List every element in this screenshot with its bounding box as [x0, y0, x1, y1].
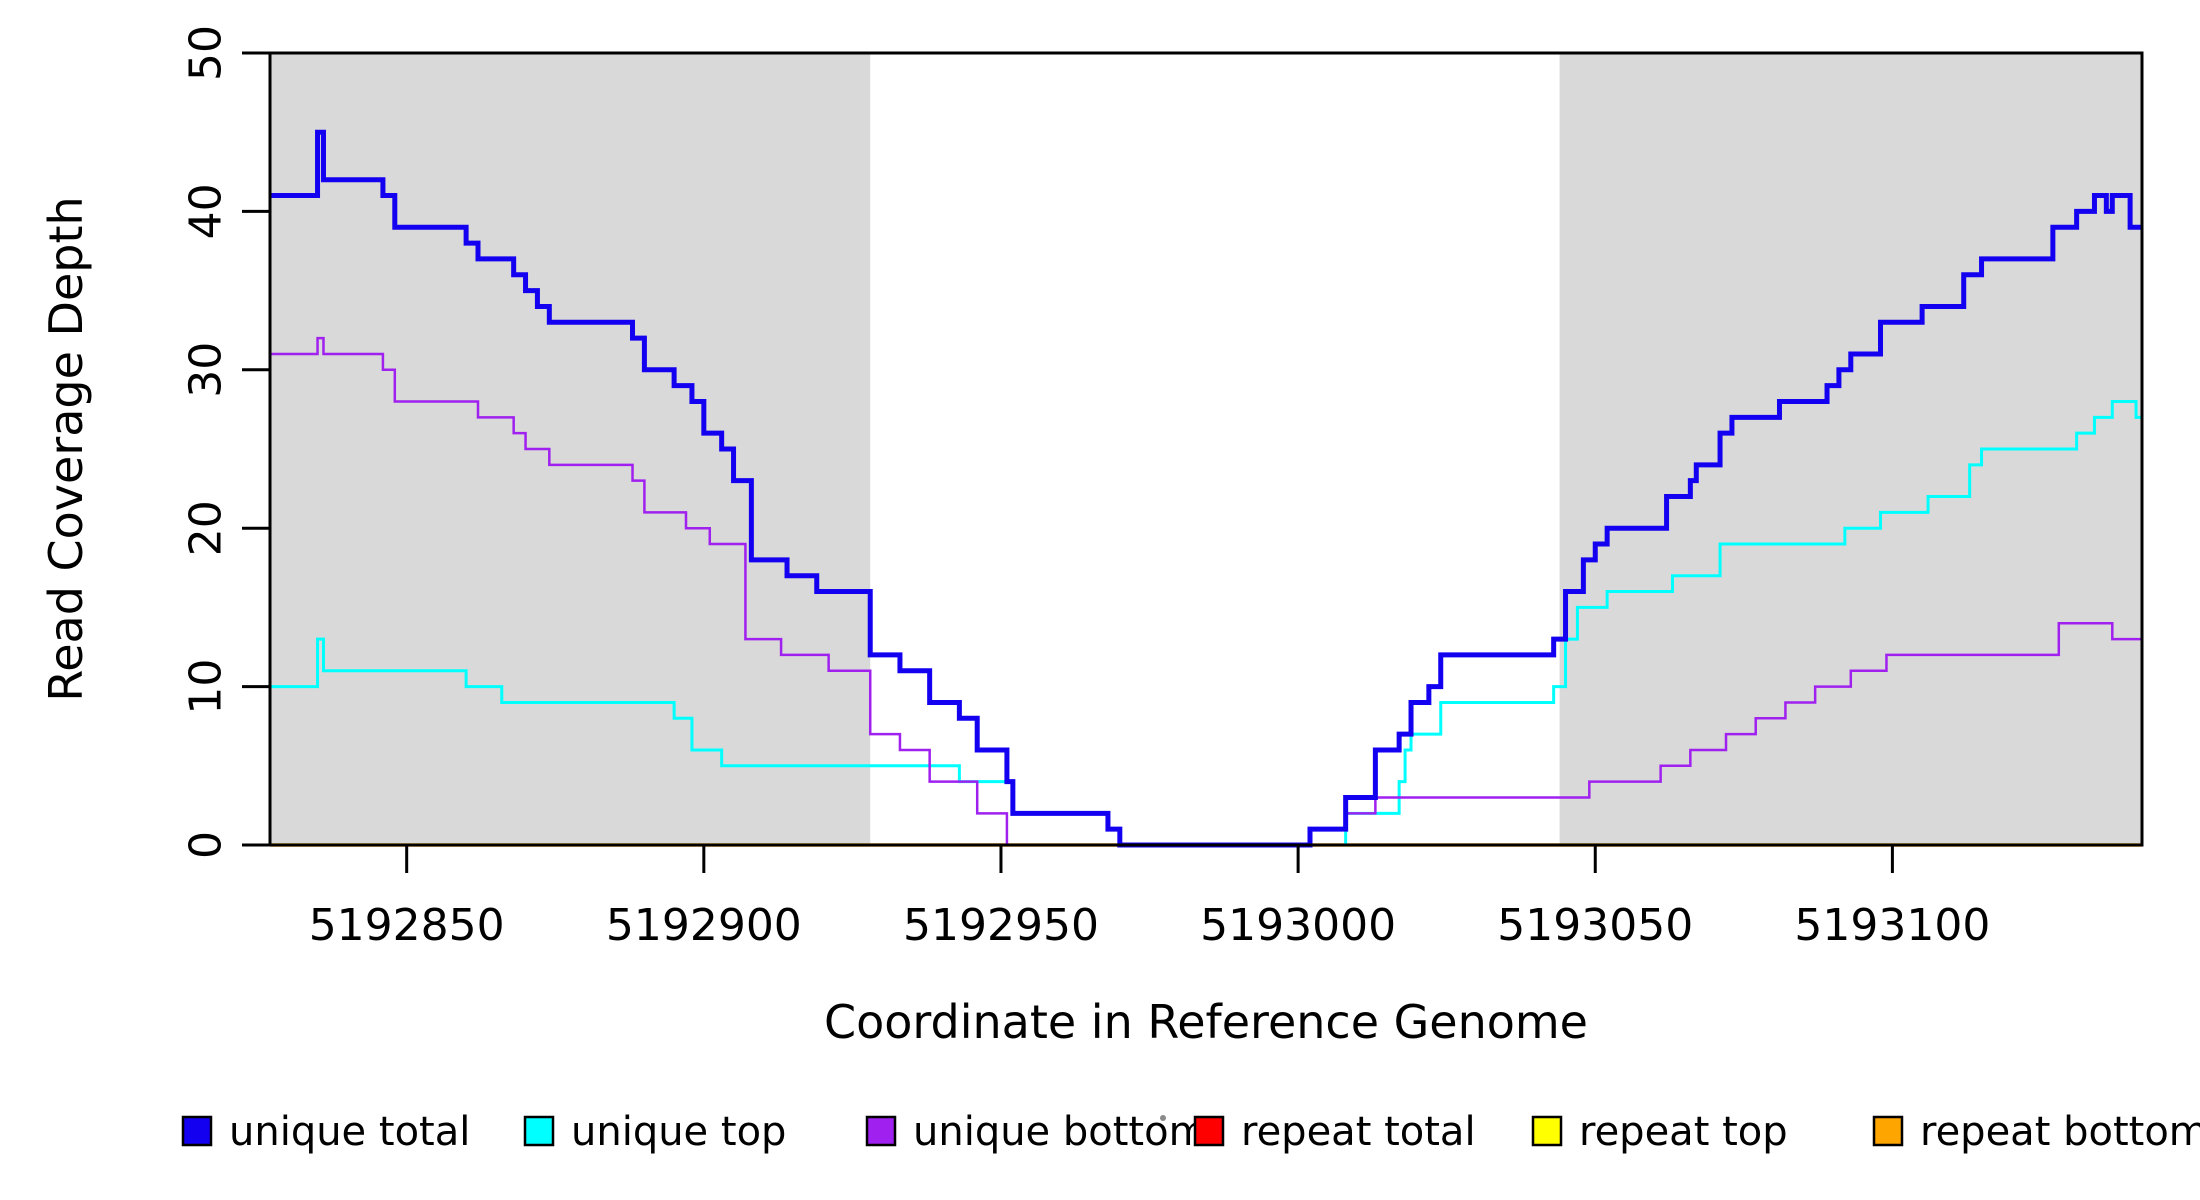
legend-swatch [1193, 1115, 1225, 1147]
shaded-regions [270, 53, 2142, 845]
y-axis-title: Read Coverage Depth [39, 196, 93, 701]
x-tick-label: 5193000 [1200, 900, 1396, 951]
legend-item: repeat total [1193, 1109, 1476, 1155]
stray-dot-artifact [1160, 1115, 1166, 1121]
legend-swatch [865, 1115, 897, 1147]
x-tick-label: 5192900 [606, 900, 802, 951]
y-tick-label: 10 [180, 659, 231, 715]
x-tick-label: 5193050 [1497, 900, 1693, 951]
legend-item: unique total [181, 1109, 470, 1155]
legend-swatch [1531, 1115, 1563, 1147]
y-axis: 0 10 20 30 40 50 [180, 25, 270, 859]
plot-box [268, 51, 2144, 847]
x-axis: 5192850 5192900 5192950 5193000 5193050 51931… [309, 845, 1990, 951]
legend-item: unique top [523, 1109, 786, 1155]
plot-border [268, 51, 2144, 847]
x-tick-label: 5192850 [309, 900, 505, 951]
legend: unique total unique top unique bottom repea… [181, 1109, 2200, 1155]
x-tick-label: 5193100 [1794, 900, 1990, 951]
legend-swatch [181, 1115, 213, 1147]
x-axis-title: Coordinate in Reference Genome [824, 995, 1588, 1049]
legend-label: repeat total [1241, 1109, 1476, 1155]
shaded-region [270, 53, 871, 845]
y-tick-label: 40 [180, 183, 231, 239]
x-tick-label: 5192950 [903, 900, 1099, 951]
legend-item: repeat bottom [1872, 1109, 2200, 1155]
y-tick-label: 50 [180, 25, 231, 81]
legend-label: unique bottom [913, 1109, 1208, 1155]
legend-label: unique top [571, 1109, 786, 1155]
legend-label: unique total [229, 1109, 470, 1155]
series-line-unique-top [270, 399, 2142, 847]
legend-swatch [1872, 1115, 1904, 1147]
series-line-unique-total [270, 129, 2142, 848]
legend-label: repeat top [1579, 1109, 1788, 1155]
legend-label: repeat bottom [1920, 1109, 2200, 1155]
legend-swatch [523, 1115, 555, 1147]
y-tick-label: 30 [180, 342, 231, 398]
y-tick-label: 20 [180, 500, 231, 556]
series-line-unique-bottom [270, 336, 2142, 847]
y-tick-label: 0 [180, 831, 231, 859]
legend-item: unique bottom [865, 1109, 1208, 1155]
legend-item: repeat top [1531, 1109, 1788, 1155]
